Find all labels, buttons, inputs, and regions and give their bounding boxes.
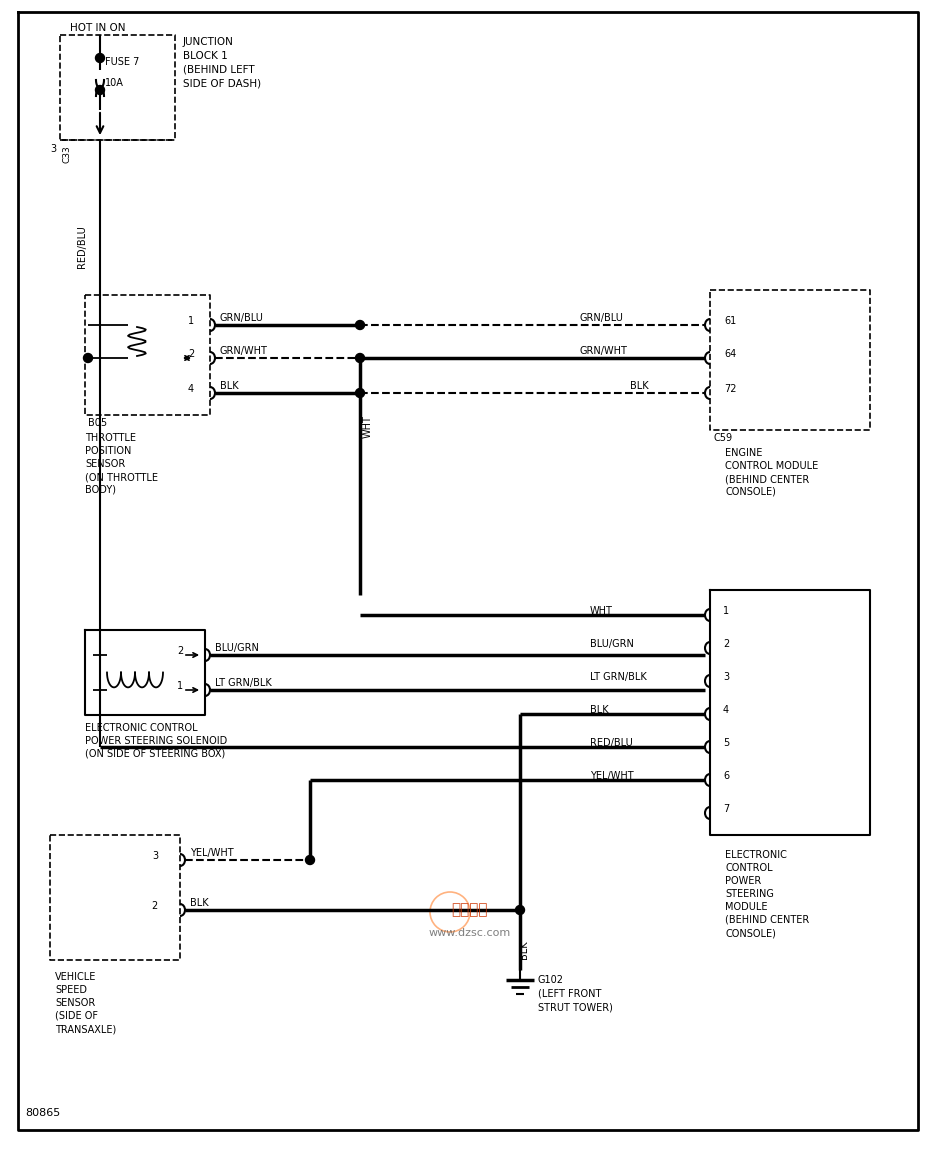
Text: CONSOLE): CONSOLE) <box>725 928 776 938</box>
Text: 64: 64 <box>724 349 737 358</box>
Circle shape <box>305 856 314 864</box>
Text: GRN/WHT: GRN/WHT <box>220 346 268 356</box>
Text: JUNCTION: JUNCTION <box>183 37 234 47</box>
Text: LT GRN/BLK: LT GRN/BLK <box>590 672 647 683</box>
Text: BLK: BLK <box>190 899 209 908</box>
Text: BLK: BLK <box>220 381 239 391</box>
Text: WHT: WHT <box>590 606 613 616</box>
Text: ELECTRONIC CONTROL: ELECTRONIC CONTROL <box>85 723 197 733</box>
Text: ELECTRONIC: ELECTRONIC <box>725 850 787 859</box>
Text: (BEHIND LEFT: (BEHIND LEFT <box>183 65 255 75</box>
Text: 3: 3 <box>152 851 158 861</box>
Text: (ON THROTTLE: (ON THROTTLE <box>85 472 158 481</box>
Text: 1: 1 <box>177 681 183 691</box>
Text: POWER STEERING SOLENOID: POWER STEERING SOLENOID <box>85 737 227 746</box>
Text: BLU/GRN: BLU/GRN <box>590 639 634 649</box>
Text: SPEED: SPEED <box>55 985 87 995</box>
Text: 6: 6 <box>723 771 729 781</box>
Circle shape <box>356 321 364 330</box>
Text: STRUT TOWER): STRUT TOWER) <box>538 1003 613 1013</box>
Text: LT GRN/BLK: LT GRN/BLK <box>215 678 271 688</box>
Circle shape <box>95 54 105 62</box>
Text: 72: 72 <box>724 384 737 394</box>
Text: B05: B05 <box>88 418 107 427</box>
Text: (ON SIDE OF STEERING BOX): (ON SIDE OF STEERING BOX) <box>85 749 226 759</box>
Text: SENSOR: SENSOR <box>85 458 125 469</box>
Text: CONTROL: CONTROL <box>725 863 772 873</box>
Text: BLK: BLK <box>630 381 649 391</box>
Text: WHT: WHT <box>363 415 373 438</box>
Text: 1: 1 <box>723 606 729 616</box>
Text: (BEHIND CENTER: (BEHIND CENTER <box>725 475 810 484</box>
Text: VEHICLE: VEHICLE <box>55 972 96 982</box>
Text: C59: C59 <box>713 433 732 444</box>
Text: SENSOR: SENSOR <box>55 998 95 1008</box>
Text: (SIDE OF: (SIDE OF <box>55 1011 98 1021</box>
Text: BLK: BLK <box>519 940 529 958</box>
Text: 2: 2 <box>188 349 195 358</box>
Text: (BEHIND CENTER: (BEHIND CENTER <box>725 915 810 925</box>
Text: C33: C33 <box>62 145 71 163</box>
Circle shape <box>356 388 364 398</box>
Circle shape <box>516 905 524 915</box>
Text: YEL/WHT: YEL/WHT <box>190 848 234 858</box>
Text: GRN/WHT: GRN/WHT <box>580 346 628 356</box>
Text: 2: 2 <box>723 639 729 649</box>
Text: SIDE OF DASH): SIDE OF DASH) <box>183 79 261 88</box>
Text: 2: 2 <box>152 901 158 911</box>
Text: BLOCK 1: BLOCK 1 <box>183 51 227 61</box>
Text: www.dzsc.com: www.dzsc.com <box>429 928 511 938</box>
Text: YEL/WHT: YEL/WHT <box>590 771 634 781</box>
Text: GRN/BLU: GRN/BLU <box>220 313 264 323</box>
Circle shape <box>356 354 364 362</box>
Text: 4: 4 <box>188 384 194 394</box>
Circle shape <box>95 85 105 94</box>
Text: FUSE 7: FUSE 7 <box>105 57 139 67</box>
Text: HOT IN ON: HOT IN ON <box>70 23 125 33</box>
Text: ENGINE: ENGINE <box>725 448 763 458</box>
Text: POWER: POWER <box>725 876 761 886</box>
Circle shape <box>83 354 93 362</box>
Text: G102: G102 <box>538 976 564 985</box>
Text: THROTTLE: THROTTLE <box>85 433 136 444</box>
Text: BLU/GRN: BLU/GRN <box>215 643 259 653</box>
Text: 4: 4 <box>723 705 729 715</box>
Text: RED/BLU: RED/BLU <box>590 738 633 748</box>
Text: 5: 5 <box>723 738 729 748</box>
Text: 3: 3 <box>50 144 56 154</box>
Text: 7: 7 <box>723 804 729 813</box>
Text: (LEFT FRONT: (LEFT FRONT <box>538 989 601 998</box>
Text: 维库一下: 维库一下 <box>452 902 489 918</box>
Text: GRN/BLU: GRN/BLU <box>580 313 624 323</box>
Text: RED/BLU: RED/BLU <box>77 225 87 268</box>
Text: 2: 2 <box>177 646 183 656</box>
Text: STEERING: STEERING <box>725 889 774 899</box>
Text: CONTROL MODULE: CONTROL MODULE <box>725 461 818 471</box>
Text: CONSOLE): CONSOLE) <box>725 487 776 498</box>
Text: 3: 3 <box>723 672 729 683</box>
Text: TRANSAXLE): TRANSAXLE) <box>55 1024 116 1034</box>
Text: BLK: BLK <box>590 705 608 715</box>
Text: 80865: 80865 <box>25 1108 60 1118</box>
Text: 61: 61 <box>724 316 737 326</box>
Text: MODULE: MODULE <box>725 902 768 912</box>
Text: POSITION: POSITION <box>85 446 131 456</box>
Text: 1: 1 <box>188 316 194 326</box>
Text: BODY): BODY) <box>85 485 116 495</box>
Text: 10A: 10A <box>105 78 124 88</box>
